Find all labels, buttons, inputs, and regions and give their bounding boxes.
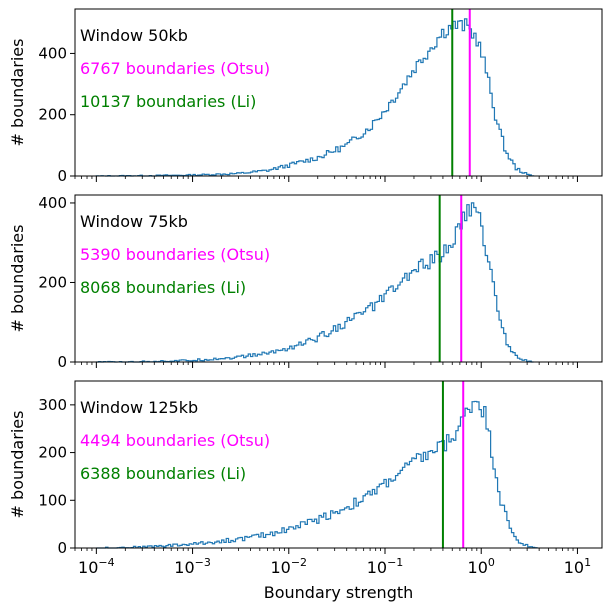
annotation-text: 6767 boundaries (Otsu) [80,59,270,78]
annotation-text: 5390 boundaries (Otsu) [80,245,270,264]
y-tick-label: 300 [38,396,67,414]
annotation-text: 10137 boundaries (Li) [80,92,256,111]
y-axis-label: # boundaries [8,411,27,519]
y-tick-label: 200 [38,444,67,462]
annotation-text: 6388 boundaries (Li) [80,464,246,483]
axes-frame [74,194,603,363]
annotation-text: Window 75kb [80,212,188,231]
x-axis-label: Boundary strength [264,583,414,602]
y-tick-label: 200 [38,273,67,291]
annotation-text: 8068 boundaries (Li) [80,278,246,297]
annotation-text: 4494 boundaries (Otsu) [80,431,270,450]
axes-frame [74,380,603,549]
y-tick-label: 0 [57,167,67,185]
annotation-text: Window 125kb [80,398,198,417]
y-axis-label: # boundaries [8,225,27,333]
x-tick-label: 10−4 [78,556,115,577]
y-tick-label: 100 [38,491,67,509]
y-tick-label: 0 [57,539,67,557]
x-tick-label: 100 [468,556,495,577]
y-tick-label: 200 [38,106,67,124]
x-tick-label: 10−1 [367,556,404,577]
y-tick-label: 400 [38,44,67,62]
x-tick-label: 10−2 [270,556,307,577]
y-axis-label: # boundaries [8,39,27,147]
axes-frame [74,8,603,177]
x-tick-label: 101 [564,556,591,577]
x-tick-label: 10−3 [174,556,211,577]
histogram-series [95,18,535,177]
histogram-series [96,400,538,549]
y-tick-label: 400 [38,194,67,212]
annotation-text: Window 50kb [80,26,188,45]
y-tick-label: 0 [57,353,67,371]
